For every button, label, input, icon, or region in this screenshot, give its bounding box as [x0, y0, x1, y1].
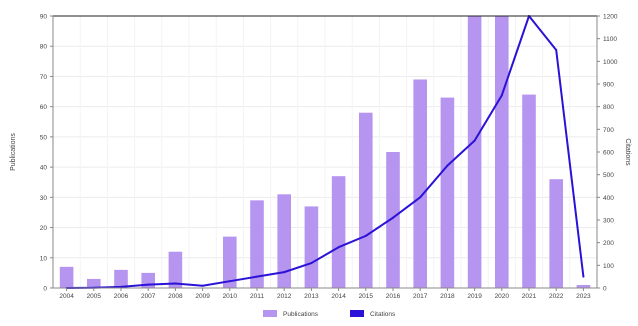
right-tick-label: 700 — [603, 127, 614, 134]
citation-point — [147, 283, 150, 286]
x-tick-label: 2020 — [495, 293, 510, 300]
citation-point — [473, 139, 476, 142]
left-tick-label: 20 — [40, 225, 48, 232]
left-tick-label: 70 — [40, 74, 48, 81]
x-tick-label: 2017 — [413, 293, 428, 300]
gridlines — [52, 15, 597, 289]
citation-point — [256, 275, 258, 278]
legend-label-publications: Publications — [283, 311, 319, 318]
x-tick-label: 2022 — [549, 293, 564, 300]
legend-swatch-citations — [350, 310, 364, 317]
citation-point — [174, 282, 177, 285]
publication-bar — [114, 269, 128, 288]
publication-bar — [304, 206, 319, 288]
publication-bar — [250, 200, 264, 288]
x-tick-label: 2010 — [223, 293, 238, 300]
right-tick-label: 0 — [603, 286, 607, 293]
citation-point — [419, 196, 422, 199]
legend: Publications Citations — [263, 310, 396, 318]
publication-bar — [522, 94, 536, 288]
publication-bar — [59, 266, 74, 288]
right-tick-label: 800 — [603, 104, 614, 111]
x-tick-label: 2021 — [522, 293, 537, 300]
x-tick-label: 2019 — [467, 293, 482, 300]
citation-point — [228, 280, 231, 283]
right-tick-label: 400 — [603, 195, 614, 202]
citation-point — [310, 262, 313, 265]
citation-point — [500, 94, 503, 97]
citation-point — [446, 164, 449, 167]
citation-point — [392, 216, 394, 219]
left-tick-label: 80 — [40, 44, 48, 51]
citation-point — [201, 284, 204, 287]
publication-bar — [467, 16, 482, 288]
citation-point — [120, 285, 122, 288]
y-axis-title: Publications — [10, 133, 17, 171]
publication-bar — [413, 79, 427, 288]
publication-bar — [168, 251, 183, 288]
publication-bar — [386, 152, 400, 288]
y2-axis-title: Citations — [624, 138, 631, 166]
left-tick-label: 0 — [43, 286, 47, 293]
publication-bar — [87, 278, 101, 288]
left-tick-label: 10 — [40, 255, 48, 262]
x-tick-label: 2004 — [59, 293, 74, 300]
x-tick-label: 2015 — [359, 293, 374, 300]
publication-bars — [59, 16, 591, 288]
left-tick-label: 40 — [40, 165, 48, 172]
right-tick-label: 1000 — [603, 59, 618, 66]
x-tick-label: 2023 — [576, 293, 591, 300]
citation-point — [555, 49, 558, 51]
right-tick-label: 1200 — [603, 14, 618, 21]
x-tick-label: 2013 — [304, 293, 319, 300]
x-tick-label: 2007 — [141, 293, 156, 300]
right-tick-label: 300 — [603, 218, 614, 225]
left-tick-label: 50 — [40, 134, 48, 141]
left-tick-label: 90 — [40, 14, 48, 21]
x-tick-label: 2006 — [114, 293, 129, 300]
citation-point — [582, 275, 585, 278]
left-tick-label: 60 — [40, 104, 48, 111]
citation-line — [66, 15, 585, 289]
right-tick-label: 600 — [603, 150, 614, 157]
left-tick-label: 30 — [40, 195, 48, 202]
x-tick-label: 2005 — [87, 293, 102, 300]
citation-point — [337, 246, 340, 249]
axes: 0102030405060708090010020030040050060070… — [10, 14, 631, 301]
right-tick-label: 200 — [603, 240, 614, 247]
publication-bar — [495, 16, 509, 288]
citation-point — [283, 271, 286, 274]
x-tick-label: 2012 — [277, 293, 292, 300]
x-tick-label: 2009 — [195, 293, 210, 300]
right-tick-label: 1100 — [603, 36, 617, 43]
publication-bar — [549, 179, 563, 288]
x-tick-label: 2008 — [168, 293, 183, 300]
legend-swatch-publications — [263, 310, 277, 317]
legend-label-citations: Citations — [370, 311, 396, 318]
citation-point — [364, 234, 367, 237]
publication-bar — [440, 97, 455, 288]
x-tick-label: 2011 — [250, 293, 264, 300]
x-tick-label: 2018 — [440, 293, 455, 300]
right-tick-label: 500 — [603, 172, 614, 179]
right-tick-label: 100 — [603, 263, 614, 270]
publication-bar — [576, 284, 591, 288]
x-tick-label: 2016 — [386, 293, 401, 300]
publication-bar — [223, 236, 237, 288]
right-tick-label: 900 — [603, 82, 614, 89]
publication-bar — [277, 194, 291, 288]
publication-bar — [359, 112, 373, 288]
publication-bar — [331, 176, 346, 288]
x-tick-label: 2014 — [331, 293, 346, 300]
